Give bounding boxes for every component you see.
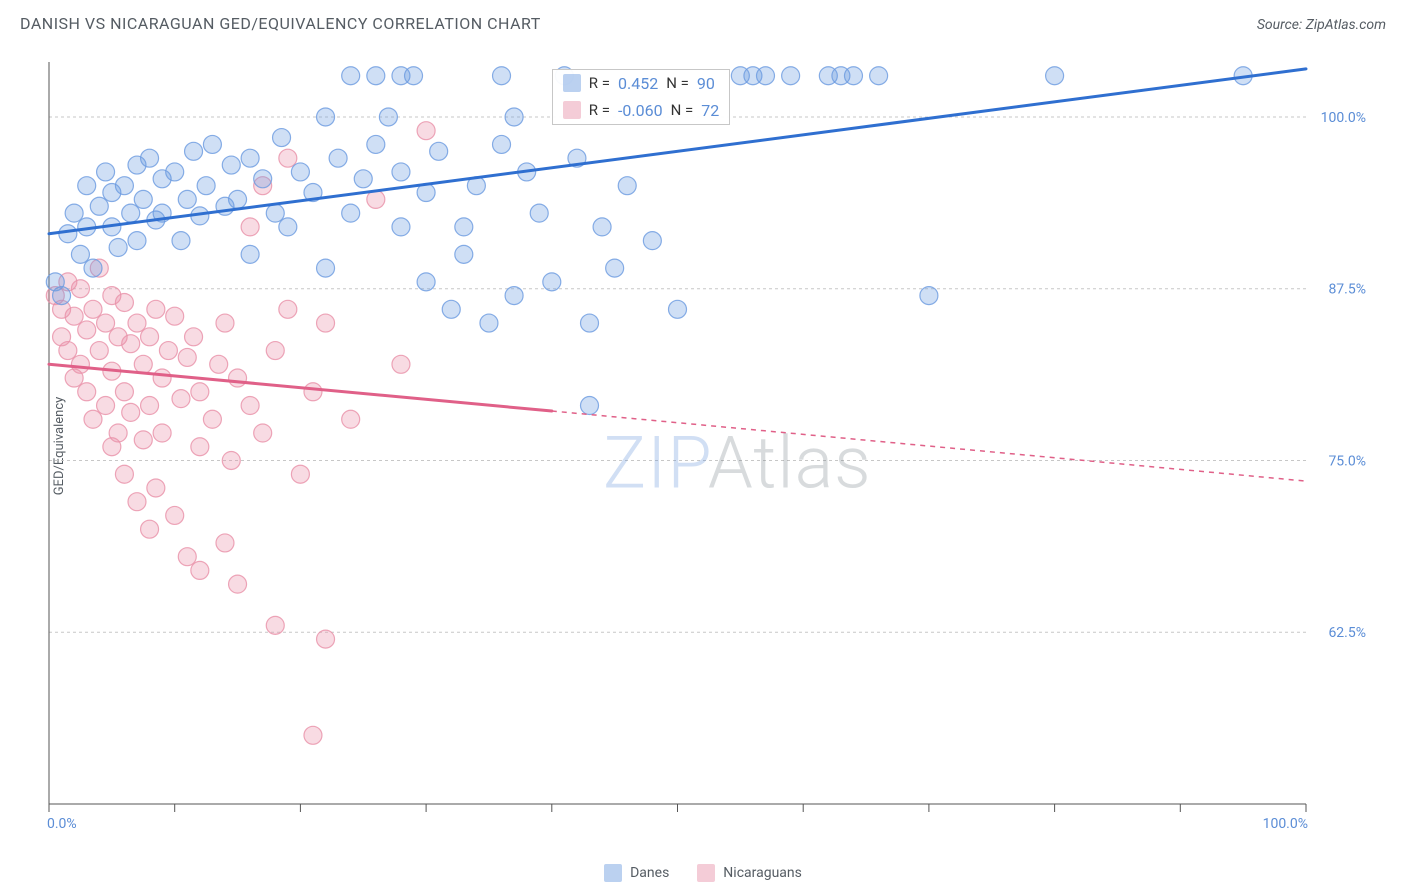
- svg-text:87.5%: 87.5%: [1328, 282, 1366, 298]
- swatch-nicaraguans-icon: [563, 101, 581, 119]
- n-value-nicaraguans: 72: [701, 101, 719, 120]
- legend-item-danes: Danes: [604, 864, 669, 882]
- legend: Danes Nicaraguans: [0, 864, 1406, 882]
- svg-text:62.5%: 62.5%: [1328, 625, 1366, 641]
- chart-source: Source: ZipAtlas.com: [1257, 17, 1386, 33]
- legend-label-danes: Danes: [630, 865, 669, 881]
- r-value-danes: 0.452: [618, 74, 658, 93]
- stats-row-nicaraguans: R = -0.060 N = 72: [553, 97, 729, 124]
- svg-text:100.0%: 100.0%: [1321, 110, 1366, 126]
- n-label: N =: [666, 74, 689, 92]
- r-value-nicaraguans: -0.060: [618, 101, 663, 120]
- svg-text:0.0%: 0.0%: [47, 816, 77, 832]
- stats-row-danes: R = 0.452 N = 90: [553, 70, 729, 97]
- swatch-nicaraguans-icon: [697, 864, 715, 882]
- chart-header: DANISH VS NICARAGUAN GED/EQUIVALENCY COR…: [0, 0, 1406, 41]
- correlation-stats-box: R = 0.452 N = 90 R = -0.060 N = 72: [552, 69, 730, 125]
- scatter-plot: 62.5% 75.0% 87.5% 100.0% 0.0% 100.0%: [45, 60, 1376, 832]
- r-label: R =: [589, 101, 610, 119]
- plot-area: 62.5% 75.0% 87.5% 100.0% 0.0% 100.0% R = 0.45…: [45, 60, 1376, 832]
- svg-text:75.0%: 75.0%: [1328, 453, 1366, 469]
- n-label: N =: [671, 101, 694, 119]
- n-value-danes: 90: [697, 74, 715, 93]
- swatch-danes-icon: [604, 864, 622, 882]
- legend-item-nicaraguans: Nicaraguans: [697, 864, 802, 882]
- swatch-danes-icon: [563, 74, 581, 92]
- svg-text:100.0%: 100.0%: [1263, 816, 1308, 832]
- chart-title: DANISH VS NICARAGUAN GED/EQUIVALENCY COR…: [20, 14, 541, 33]
- r-label: R =: [589, 74, 610, 92]
- legend-label-nicaraguans: Nicaraguans: [723, 865, 802, 881]
